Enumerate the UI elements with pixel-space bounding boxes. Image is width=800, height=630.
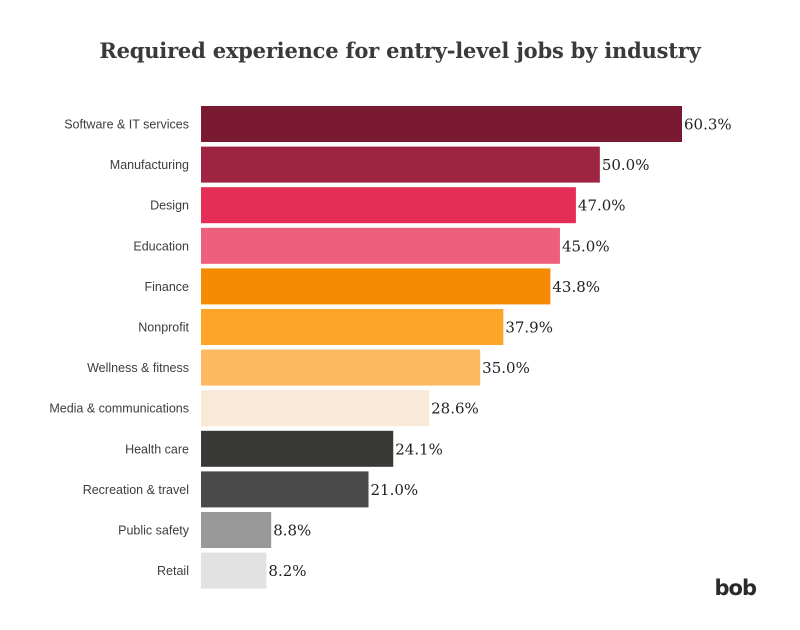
category-label-5: Nonprofit	[138, 321, 189, 335]
category-label-6: Wellness & fitness	[87, 361, 189, 375]
bar-4	[201, 268, 551, 305]
value-label-6: 35.0%	[482, 359, 530, 377]
chart-title: Required experience for entry-level jobs…	[99, 38, 701, 63]
bar-2	[201, 187, 576, 224]
bar-3	[201, 227, 560, 264]
value-label-9: 21.0%	[371, 481, 419, 499]
value-label-7: 28.6%	[431, 400, 479, 418]
category-label-3: Education	[133, 239, 189, 253]
category-label-9: Recreation & travel	[83, 483, 189, 497]
category-label-8: Health care	[125, 442, 189, 456]
category-label-1: Manufacturing	[110, 158, 189, 172]
category-label-10: Public safety	[118, 524, 190, 538]
value-label-2: 47.0%	[578, 197, 626, 215]
value-label-0: 60.3%	[684, 116, 732, 134]
category-label-2: Design	[150, 199, 189, 213]
bar-6	[201, 349, 481, 386]
value-label-11: 8.2%	[268, 562, 306, 580]
bar-11	[201, 552, 267, 589]
category-label-4: Finance	[145, 280, 190, 294]
value-label-8: 24.1%	[395, 440, 443, 458]
value-label-4: 43.8%	[552, 278, 600, 296]
bar-5	[201, 309, 504, 345]
bar-7	[201, 390, 430, 427]
bar-0	[201, 106, 682, 142]
bar-10	[201, 512, 272, 548]
category-label-0: Software & IT services	[64, 118, 189, 132]
bob-logo: bob	[714, 576, 757, 600]
value-label-3: 45.0%	[562, 237, 610, 255]
bar-1	[201, 146, 600, 183]
value-label-10: 8.8%	[273, 522, 311, 540]
value-label-5: 37.9%	[505, 319, 553, 337]
category-label-11: Retail	[157, 564, 189, 578]
bar-9	[201, 471, 369, 508]
bar-8	[201, 430, 394, 467]
value-label-1: 50.0%	[602, 156, 650, 174]
category-label-7: Media & communications	[49, 402, 189, 416]
